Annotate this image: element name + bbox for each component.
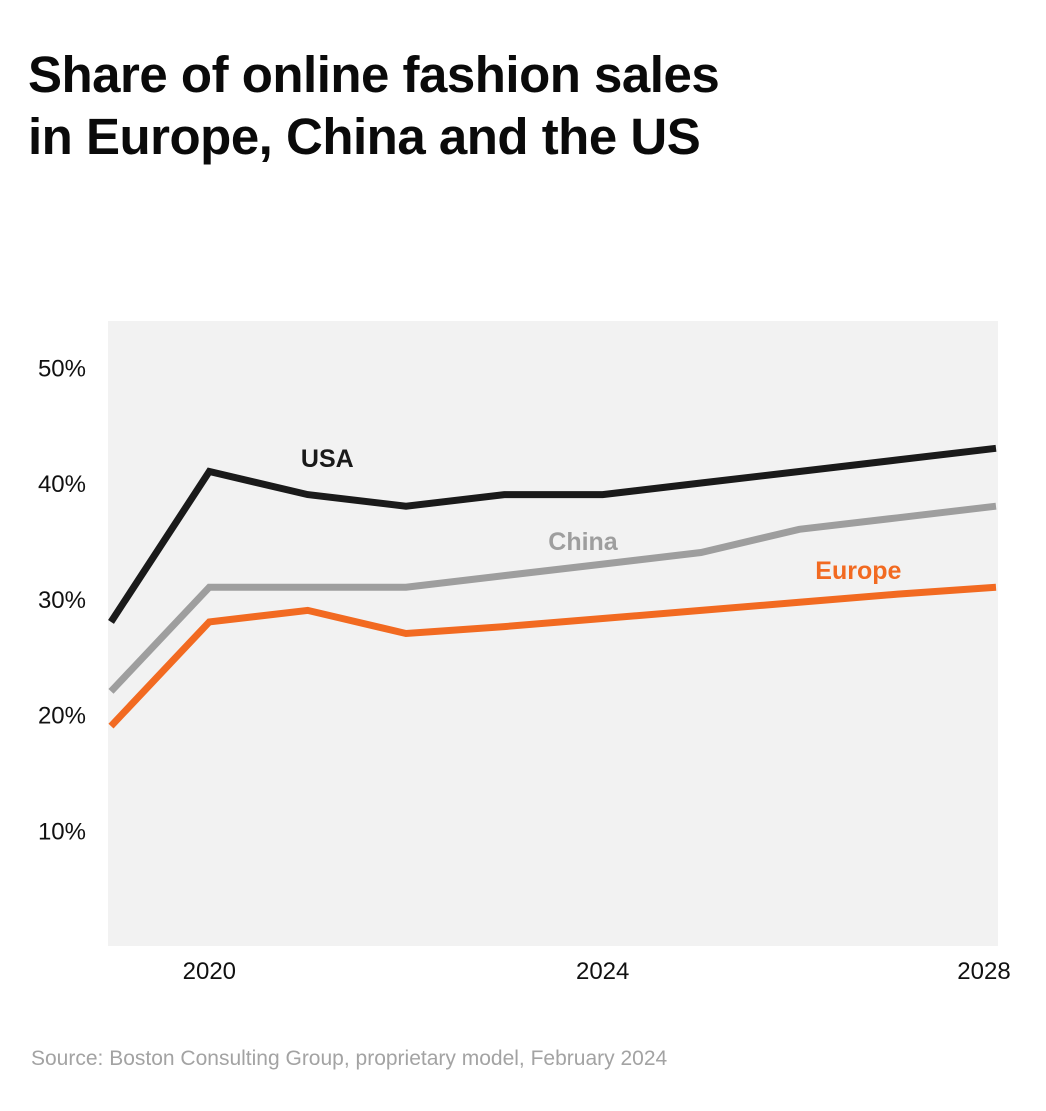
x-tick-label: 2020 xyxy=(183,958,236,985)
series-label-china: China xyxy=(548,528,619,556)
series-label-usa: USA xyxy=(301,445,354,473)
series-line-china xyxy=(108,502,997,694)
chart-title: Share of online fashion sales in Europe,… xyxy=(28,46,720,165)
series-line-usa xyxy=(108,444,997,624)
y-axis-ticks: 10% 20% 30% 40% 50% xyxy=(38,355,86,845)
y-tick-label: 50% xyxy=(38,355,86,382)
plot-background xyxy=(108,321,998,946)
y-tick-label: 40% xyxy=(38,471,86,498)
series-lines xyxy=(108,444,997,729)
series-label-europe: Europe xyxy=(815,557,901,585)
y-tick-label: 20% xyxy=(38,703,86,730)
y-tick-label: 30% xyxy=(38,587,86,614)
series-labels: USA China Europe xyxy=(301,445,902,585)
source-note: Source: Boston Consulting Group, proprie… xyxy=(31,1047,668,1070)
x-tick-label: 2024 xyxy=(576,958,629,985)
series-line-europe xyxy=(108,583,997,729)
x-axis-ticks: 2020 2024 2028 xyxy=(183,958,1011,985)
y-tick-label: 10% xyxy=(38,818,86,845)
x-tick-label: 2028 xyxy=(957,958,1010,985)
